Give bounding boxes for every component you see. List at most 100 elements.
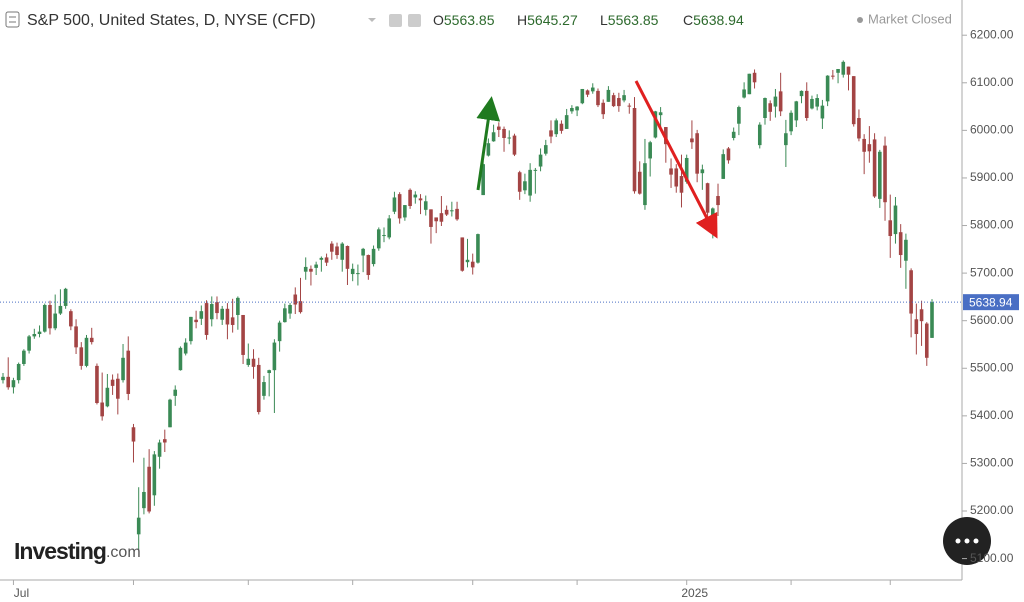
down-arrow [634,80,718,239]
candle-body [199,311,204,319]
candle-body [554,120,559,135]
candle-body [283,308,287,323]
candle-body [470,261,475,268]
y-tick-label: 6200.00 [970,27,1014,41]
y-tick-label: 6000.00 [970,123,1014,137]
candle-body [319,257,324,260]
candle-body [6,376,11,388]
candle-body [810,98,814,109]
candle-body [350,268,355,275]
candle-body [773,96,778,107]
up-arrow [476,96,501,191]
menu-icon[interactable] [5,11,20,28]
candle-body [303,266,308,272]
candle-body [314,264,318,268]
candle-body [444,209,449,215]
candle-body [408,189,412,207]
candle-body [387,218,392,238]
candle-body [726,148,731,161]
candle-body [230,317,235,325]
y-tick-label: 5500.00 [970,360,1014,374]
candle-body [236,297,240,315]
candle-body [340,243,345,260]
candle-body [241,314,245,355]
candle-body [204,303,209,335]
candle-body [507,137,512,139]
candle-body [898,232,903,256]
candle-body [476,234,480,263]
x-tick-label: Jul [14,586,29,600]
ohlc-item: C5638.94 [683,12,744,28]
candle-body [361,248,365,256]
candle-body [794,101,799,121]
candle-body [533,169,538,171]
candle-body [183,342,188,354]
icon[interactable] [389,14,402,27]
candle-body [27,336,31,351]
candle-body [904,239,908,261]
candle-body [48,304,52,329]
candle-body [152,454,157,496]
brand-suffix: .com [106,544,141,561]
candle-body [162,439,167,443]
candle-body [309,268,313,272]
candle-body [778,91,783,112]
candle-body [392,197,397,212]
candle-body [277,322,282,342]
candle-body [189,316,193,342]
candle-body [330,243,334,252]
candle-body [69,311,73,327]
candle-body [768,103,773,112]
candle-body [293,294,298,305]
candle-body [564,115,569,129]
ohlc-value: 5563.85 [444,12,495,28]
candle-body [716,196,720,206]
candle-body [924,323,929,358]
ohlc-letter: C [683,12,693,28]
candle-body [105,387,110,407]
icon[interactable] [408,14,421,27]
brand: Investing.com [14,538,141,564]
candle-body [100,402,104,417]
candle-body [867,144,872,152]
candle-body [16,363,21,381]
dropdown[interactable] [368,18,376,22]
candle-body [909,270,913,314]
x-tick-label: 2025 [681,586,708,600]
candle-body [893,205,898,235]
y-tick-label: 5200.00 [970,503,1014,517]
candle-body [585,90,590,95]
dot [973,538,979,544]
candle-body [538,154,543,167]
candle-body [345,245,350,269]
candle-body [418,198,423,201]
candle-body [209,304,214,320]
candle-body [136,517,141,535]
candle-body [74,326,78,348]
y-tick-label: 6100.00 [970,75,1014,89]
ohlc-header: O5563.85 H5645.27 L5563.85 C5638.94 [433,12,744,28]
candle-body [721,154,726,179]
candle-body [450,210,454,212]
ohlc-value: 5638.94 [693,12,744,28]
candle-body [617,98,621,107]
candle-body [194,319,198,323]
candle-body [131,427,136,442]
y-tick-label: 5700.00 [970,265,1014,279]
candle-body [491,132,496,142]
candle-body [632,108,637,192]
dot [964,538,970,544]
candle-body [841,61,846,75]
candle-body [256,364,261,413]
candle-body [225,308,230,325]
candle-body [220,308,225,320]
y-tick-label: 5300.00 [970,456,1014,470]
plot-area [0,60,962,550]
candle-body [674,168,679,187]
candle-body [590,87,595,92]
candle-body [246,358,251,365]
candle-body [851,76,856,125]
candle-body [763,98,767,118]
candle-body [465,259,470,263]
